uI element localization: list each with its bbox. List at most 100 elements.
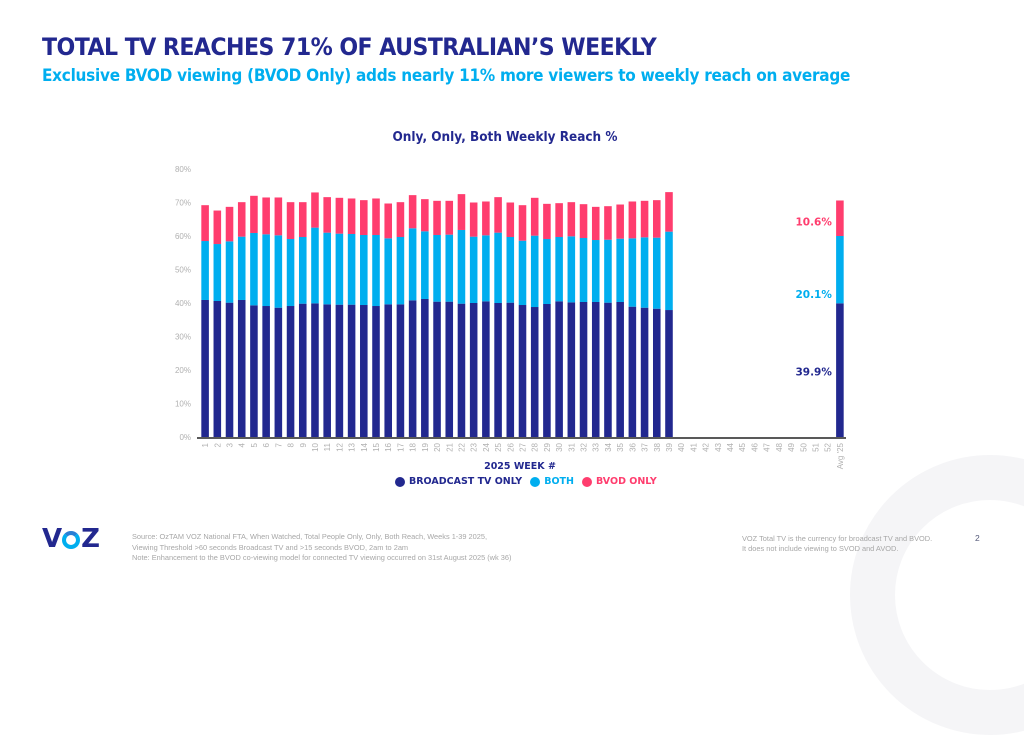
x-tick-label: 16: [384, 442, 393, 451]
bar-broadcast-tv-only-27: [518, 305, 527, 437]
legend-dot-bvod-icon: [581, 476, 592, 487]
x-tick-label: 32: [580, 442, 589, 451]
x-tick-label: 14: [360, 442, 369, 451]
bar-broadcast-tv-only-9: [298, 303, 307, 437]
x-tick-label: 40: [677, 442, 686, 451]
bar-broadcast-tv-only-6: [262, 306, 270, 437]
bar-bvod-only-25: [494, 197, 502, 233]
legend-dot-both-icon: [530, 476, 541, 487]
bar-bvod-only-27: [518, 205, 527, 241]
x-tick-label: 42: [702, 442, 711, 451]
bar-bvod-only-14: [360, 200, 368, 235]
x-tick-label: 3: [226, 442, 235, 447]
bar-broadcast-tv-only-30: [555, 301, 563, 437]
x-tick-label: 39: [665, 442, 674, 451]
bar-both-2: [213, 244, 222, 301]
bar-bvod-only-34: [604, 206, 612, 240]
bar-bvod-only-9: [298, 202, 307, 238]
x-tick-label: 46: [750, 442, 759, 451]
bar-both-Avg25: [836, 236, 844, 304]
legend: BROADCAST TV ONLY BOTH BVOD ONLY: [395, 476, 657, 487]
annotations: 10.6% 20.1% 39.9%: [795, 216, 832, 378]
bar-bvod-only-36: [628, 201, 637, 239]
bar-both-4: [237, 236, 246, 300]
x-tick-label: 9: [299, 442, 308, 447]
bar-both-38: [652, 237, 661, 309]
x-tick-label: 47: [763, 442, 772, 451]
bar-broadcast-tv-only-18: [408, 300, 417, 437]
bar-bvod-only-16: [384, 203, 393, 239]
bar-bvod-only-13: [347, 198, 356, 234]
bar-broadcast-tv-only-4: [237, 299, 246, 437]
bar-broadcast-tv-only-37: [640, 307, 649, 437]
x-tick-label: 27: [519, 442, 528, 451]
x-tick-label: 24: [482, 442, 491, 451]
bar-broadcast-tv-only-12: [335, 304, 344, 437]
bar-broadcast-tv-only-26: [506, 302, 515, 437]
bar-both-23: [469, 236, 478, 303]
legend-item-both: BOTH: [530, 476, 574, 487]
x-tick-label: 28: [531, 442, 540, 451]
x-tick-label: Avg '25: [836, 442, 845, 469]
x-tick-label: 2: [213, 442, 222, 447]
bar-bvod-only-6: [262, 197, 270, 235]
bar-both-33: [591, 240, 600, 302]
bar-broadcast-tv-only-22: [457, 303, 466, 437]
x-tick-label: 13: [348, 442, 357, 451]
x-tick-label: 51: [811, 442, 820, 451]
bar-both-18: [408, 228, 417, 301]
data-label: 10.6%: [795, 216, 832, 228]
bar-broadcast-tv-only-14: [360, 305, 368, 437]
bar-both-15: [372, 234, 380, 307]
y-tick-label: 60%: [175, 232, 191, 241]
bar-both-21: [445, 234, 454, 302]
source-line: Note: Enhancement to the BVOD co-viewing…: [132, 553, 512, 562]
bar-broadcast-tv-only-Avg25: [836, 303, 844, 437]
bar-bvod-only-19: [421, 199, 429, 232]
bar-both-12: [335, 233, 344, 305]
x-tick-label: 22: [457, 442, 466, 451]
y-tick-label: 0%: [179, 433, 191, 442]
bar-broadcast-tv-only-38: [652, 308, 661, 437]
source-line: Source: OzTAM VOZ National FTA, When Wat…: [132, 532, 488, 541]
x-tick-label: 8: [287, 442, 296, 447]
bar-broadcast-tv-only-31: [567, 302, 576, 437]
y-axis: 0% 10% 20% 30% 40% 50% 60% 70% 80%: [175, 165, 191, 442]
x-tick-label: 1: [201, 442, 210, 447]
source-note: Source: OzTAM VOZ National FTA, When Wat…: [132, 532, 511, 564]
page-number: 2: [975, 533, 980, 543]
bar-broadcast-tv-only-21: [445, 301, 454, 437]
y-tick-label: 80%: [175, 165, 191, 174]
bar-broadcast-tv-only-34: [604, 302, 612, 437]
bar-both-7: [274, 235, 283, 308]
bar-bvod-only-39: [665, 192, 673, 232]
x-axis-title: 2025 WEEK #: [484, 461, 556, 472]
bar-bvod-only-21: [445, 200, 454, 235]
bar-broadcast-tv-only-5: [250, 305, 258, 437]
x-axis: 1 2 3 4 5 6 7 8 9 10 11 12 13 14 15 16 17 18 19 20 21 22 23 24 2…: [197, 437, 846, 469]
bar-broadcast-tv-only-35: [616, 301, 624, 437]
bar-bvod-only-11: [323, 197, 331, 233]
disclaimer-line: VOZ Total TV is the currency for broadca…: [742, 534, 933, 543]
y-tick-label: 30%: [175, 333, 191, 342]
bar-both-39: [665, 231, 673, 311]
bar-both-9: [298, 237, 307, 304]
legend-label: BOTH: [544, 476, 574, 487]
bar-bvod-only-8: [286, 202, 295, 240]
bar-broadcast-tv-only-28: [530, 307, 539, 437]
x-tick-label: 48: [775, 442, 784, 451]
bar-broadcast-tv-only-8: [286, 306, 295, 437]
stacked-bar-chart: 0%10%20%30%40%50%60%70%80% 1 2 3 4 5 6 7 8 9 10 11…: [175, 165, 846, 469]
bar-bvod-only-4: [237, 202, 246, 237]
bar-bvod-only-31: [567, 202, 576, 237]
bar-both-22: [457, 229, 466, 304]
x-tick-label: 12: [335, 442, 344, 451]
bar-both-34: [604, 239, 612, 303]
bar-both-35: [616, 238, 624, 302]
bar-bvod-only-22: [457, 194, 466, 230]
bar-both-26: [506, 237, 515, 303]
bar-both-20: [433, 234, 441, 302]
bar-both-36: [628, 238, 637, 307]
x-tick-label: 34: [604, 442, 613, 451]
page-title: TOTAL TV REACHES 71% OF AUSTRALIAN’S WEE…: [42, 33, 657, 61]
